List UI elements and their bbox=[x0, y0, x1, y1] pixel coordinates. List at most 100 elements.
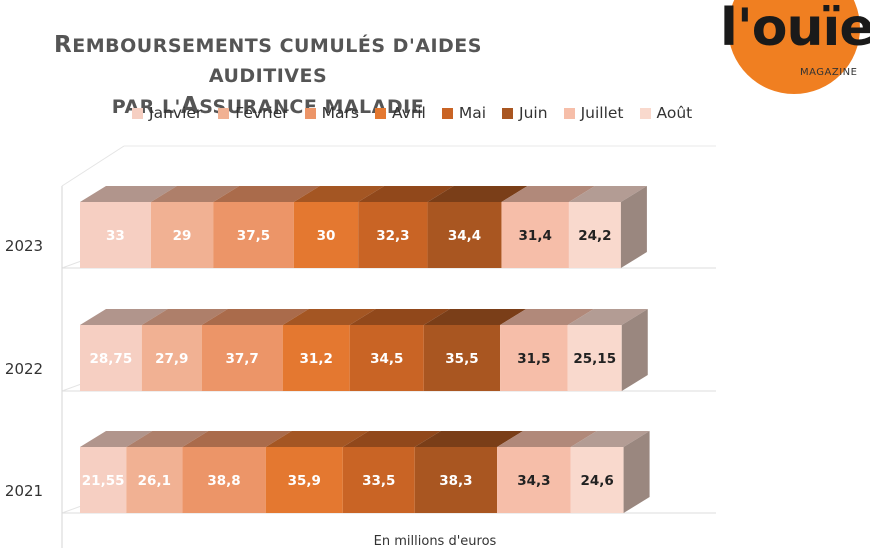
bar-février bbox=[141, 325, 202, 391]
data-label-mars: 37,5 bbox=[237, 228, 270, 244]
bar-side-août bbox=[620, 186, 647, 268]
bar-juin bbox=[427, 202, 502, 268]
bar-mars bbox=[182, 447, 266, 513]
data-label-juin: 34,4 bbox=[448, 228, 481, 244]
bar-mars bbox=[213, 202, 294, 268]
data-label-janvier: 21,55 bbox=[82, 473, 125, 489]
legend-label: Février bbox=[235, 104, 289, 122]
bar-top-mars bbox=[182, 431, 292, 447]
category-label-2021: 2021 bbox=[5, 482, 43, 500]
data-label-juin: 35,5 bbox=[445, 351, 478, 367]
bar-mai bbox=[349, 325, 424, 391]
bar-top-août bbox=[570, 431, 650, 447]
chart-legend: Janvier Février Mars Avril Mai Juin Juillet Aoû… bbox=[132, 104, 692, 122]
legend-swatch bbox=[218, 107, 230, 119]
bar-juillet bbox=[500, 325, 568, 391]
bar-mars bbox=[201, 325, 283, 391]
logo-wordmark: l'ouïe bbox=[720, 0, 870, 58]
data-label-mai: 33,5 bbox=[362, 473, 395, 489]
legend-swatch bbox=[132, 107, 143, 119]
legend-item-avril: Avril bbox=[374, 104, 426, 122]
data-label-août: 25,15 bbox=[573, 351, 616, 367]
data-label-août: 24,6 bbox=[581, 473, 614, 489]
bar-juillet bbox=[497, 447, 571, 513]
bar-top-mars bbox=[201, 309, 309, 325]
chart-title-line-1: REMBOURSEMENTS CUMULÉS D'AIDES AUDITIVES bbox=[54, 32, 482, 87]
logo-subtitle: MAGAZINE bbox=[800, 67, 858, 78]
data-label-juillet: 31,4 bbox=[519, 228, 552, 244]
bar-février bbox=[150, 202, 214, 268]
legend-label: Mai bbox=[458, 104, 487, 122]
bar-top-janvier bbox=[80, 309, 168, 325]
data-label-janvier: 28,75 bbox=[90, 351, 133, 367]
bar-juillet bbox=[501, 202, 569, 268]
x-axis-label: En millions d'euros bbox=[373, 534, 497, 549]
legend-label: Janvier bbox=[149, 104, 203, 122]
data-label-janvier: 33 bbox=[106, 228, 125, 244]
bar-janvier bbox=[80, 202, 151, 268]
legend-swatch bbox=[502, 107, 514, 119]
legend-item-août: Août bbox=[639, 104, 693, 122]
bar-avril bbox=[265, 447, 343, 513]
bar-juin bbox=[414, 447, 498, 513]
bar-top-avril bbox=[265, 431, 369, 447]
legend-item-juillet: Juillet bbox=[563, 104, 624, 122]
data-label-avril: 35,9 bbox=[288, 473, 321, 489]
bar-side-août bbox=[623, 431, 650, 513]
data-label-août: 24,2 bbox=[578, 228, 611, 244]
bar-top-janvier bbox=[80, 431, 153, 447]
legend-swatch bbox=[639, 107, 651, 119]
legend-label: Août bbox=[656, 104, 693, 122]
data-label-juin: 38,3 bbox=[439, 473, 472, 489]
bar-top-mai bbox=[349, 309, 450, 325]
bar-février bbox=[126, 447, 183, 513]
legend-label: Mars bbox=[321, 104, 359, 122]
bar-top-juin bbox=[423, 309, 527, 325]
bar-top-août bbox=[568, 186, 647, 202]
bar-mai bbox=[342, 447, 415, 513]
bar-top-février bbox=[150, 186, 240, 202]
legend-swatch bbox=[441, 107, 453, 119]
bar-top-mai bbox=[342, 431, 441, 447]
bar-top-juin bbox=[427, 186, 528, 202]
bar-août bbox=[567, 325, 622, 391]
data-label-avril: 31,2 bbox=[300, 351, 333, 367]
data-label-mars: 37,7 bbox=[226, 351, 259, 367]
legend-label: Juin bbox=[519, 104, 548, 122]
legend-item-mai: Mai bbox=[441, 104, 487, 122]
legend-swatch bbox=[374, 107, 386, 119]
data-label-février: 26,1 bbox=[138, 473, 171, 489]
bar-mai bbox=[358, 202, 428, 268]
bar-top-juillet bbox=[500, 309, 594, 325]
bar-top-mai bbox=[358, 186, 454, 202]
chart-title: REMBOURSEMENTS CUMULÉS D'AIDES AUDITIVES… bbox=[8, 30, 528, 122]
data-label-mars: 38,8 bbox=[207, 473, 240, 489]
bar-top-juin bbox=[414, 431, 524, 447]
back-wall-top bbox=[61, 145, 125, 187]
legend-label: Avril bbox=[391, 104, 426, 122]
legend-label: Juillet bbox=[580, 104, 624, 122]
legend-swatch bbox=[304, 107, 316, 119]
bar-top-juillet bbox=[497, 431, 597, 447]
data-label-février: 27,9 bbox=[155, 351, 188, 367]
bar-juin bbox=[423, 325, 501, 391]
category-label-2023: 2023 bbox=[5, 237, 43, 255]
data-label-juillet: 34,3 bbox=[517, 473, 550, 489]
bar-avril bbox=[293, 202, 359, 268]
legend-item-janvier: Janvier bbox=[132, 104, 202, 122]
chart-title-line-2: PAR L'ASSURANCE MALADIE bbox=[112, 93, 424, 119]
bar-top-août bbox=[567, 309, 648, 325]
bar-side-août bbox=[621, 309, 648, 391]
logo: l'ouïe MAGAZINE bbox=[720, 0, 870, 94]
bar-top-juillet bbox=[501, 186, 595, 202]
legend-item-juin: Juin bbox=[502, 104, 548, 122]
data-label-mai: 34,5 bbox=[370, 351, 403, 367]
data-label-février: 29 bbox=[173, 228, 192, 244]
legend-item-février: Février bbox=[218, 104, 289, 122]
bar-top-avril bbox=[293, 186, 385, 202]
bar-août bbox=[568, 202, 621, 268]
data-label-avril: 30 bbox=[317, 228, 336, 244]
data-label-juillet: 31,5 bbox=[517, 351, 550, 367]
bar-janvier bbox=[80, 325, 142, 391]
